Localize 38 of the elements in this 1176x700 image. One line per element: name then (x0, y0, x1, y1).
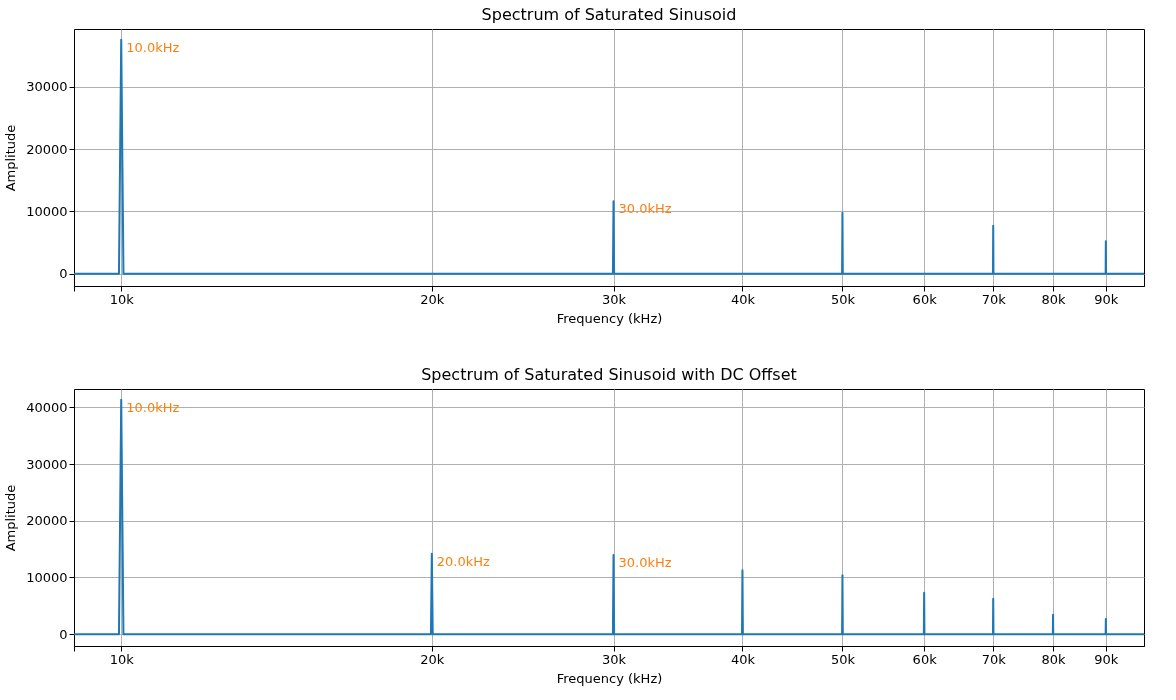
y-tick-label: 10000 (26, 569, 68, 585)
y-tick-label: 30000 (26, 456, 68, 472)
annotation: 10.0kHz (126, 399, 180, 415)
x-tick-label: 80k (1041, 291, 1067, 307)
x-tick-label: 20k (420, 651, 445, 667)
x-tick-label: 50k (830, 291, 856, 307)
annotation: 30.0kHz (618, 555, 672, 570)
x-tick-label: 90k (1094, 291, 1119, 307)
chart-title: Spectrum of Saturated Sinusoid with DC Offset (421, 365, 797, 384)
y-tick-label: 10000 (26, 203, 68, 219)
x-tick-label: 10k (109, 651, 135, 667)
y-tick-label: 0 (59, 626, 68, 642)
chart-title: Spectrum of Saturated Sinusoid (481, 5, 737, 24)
x-axis-title: Frequency (kHz) (556, 670, 663, 686)
x-tick-label: 80k (1041, 651, 1067, 667)
x-tick-label: 20k (420, 291, 445, 307)
annotation: 10.0kHz (126, 39, 180, 55)
x-tick-label: 70k (981, 651, 1007, 667)
x-tick-label: 40k (730, 291, 756, 307)
x-tick-label: 10k (109, 291, 135, 307)
y-axis-title: Amplitude (3, 124, 19, 192)
annotation: 20.0kHz (436, 553, 491, 569)
y-axis-title: Amplitude (3, 484, 19, 552)
x-tick-label: 50k (830, 651, 856, 667)
y-tick-label: 20000 (26, 141, 68, 157)
x-axis-title: Frequency (kHz) (556, 310, 663, 326)
y-tick-label: 30000 (26, 79, 68, 95)
annotation: 30.0kHz (618, 201, 672, 217)
x-tick-label: 70k (981, 291, 1007, 307)
y-tick-label: 0 (59, 266, 68, 282)
y-tick-label: 40000 (26, 399, 68, 415)
x-tick-label: 30k (601, 651, 627, 667)
y-tick-label: 20000 (26, 513, 68, 529)
x-tick-label: 60k (912, 291, 938, 307)
x-tick-label: 60k (912, 651, 938, 667)
x-tick-label: 30k (601, 291, 627, 307)
x-tick-label: 40k (730, 651, 756, 667)
x-tick-label: 90k (1094, 651, 1119, 667)
